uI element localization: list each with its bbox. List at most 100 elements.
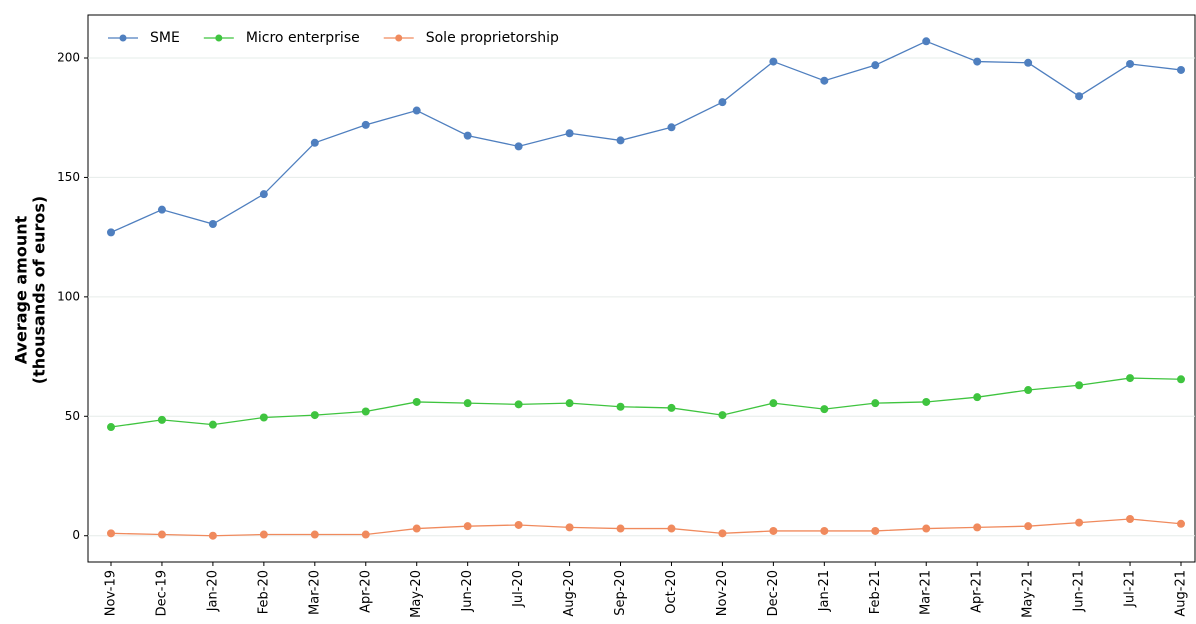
data-point [1024,522,1033,531]
x-tick-label: Dec-20 [766,570,781,616]
data-point [616,402,625,411]
legend-marker [215,34,223,42]
data-point [1126,374,1135,383]
data-point [310,411,319,420]
data-point [361,407,370,416]
legend-marker [395,34,403,42]
data-point [973,57,982,66]
data-point [157,530,166,539]
legend-label: Micro enterprise [246,30,360,46]
data-point [1075,518,1084,527]
x-tick-label: Apr-21 [970,570,985,613]
series-line [110,377,1182,428]
y-tick-label: 100 [57,289,80,303]
y-tick-label: 50 [65,409,80,423]
x-tick-label: Sep-20 [613,570,628,616]
data-point [769,57,778,66]
data-point [820,526,829,535]
data-point [871,526,880,535]
data-point [667,524,676,533]
x-tick-label: Jul-20 [511,570,526,608]
x-tick-label: Feb-21 [868,570,883,614]
data-point [616,136,625,145]
x-tick-label: Mar-21 [919,570,934,615]
y-axis-label-line: Average amount [12,215,31,364]
data-point [310,138,319,147]
data-point [107,423,115,432]
data-point [1075,92,1084,101]
data-point [463,131,472,140]
data-point [1024,58,1033,67]
legend-label: SME [150,30,180,46]
data-point [514,400,523,409]
y-axis-label-line: (thousands of euros) [30,196,49,384]
x-tick-label: Nov-19 [104,570,119,616]
data-point [718,98,727,107]
x-tick-label: Jun-20 [460,570,475,613]
data-point [463,522,472,531]
data-point [361,530,370,539]
x-tick-label: Apr-20 [358,570,373,613]
data-point [514,520,523,529]
y-axis-label: Average amount (thousands of euros) [12,196,49,384]
data-point [871,399,880,408]
data-point [310,530,319,539]
y-tick-label: 200 [57,50,80,64]
legend-label: Sole proprietorship [426,30,559,46]
x-tick-label: Mar-20 [307,570,322,615]
data-point [769,526,778,535]
x-tick-label: Oct-20 [664,570,679,614]
data-point [157,205,166,214]
x-tick-label: Jan-20 [205,570,220,612]
x-tick-label: Jun-21 [1072,570,1087,613]
series-line [110,40,1182,233]
data-point [565,523,574,532]
legend-marker [119,34,127,42]
data-point [820,405,829,414]
data-point [259,530,268,539]
data-point [107,228,115,237]
data-point [514,142,523,151]
data-point [973,523,982,532]
data-point [208,220,217,229]
data-point [871,61,880,70]
data-point [1024,386,1033,395]
data-point [769,399,778,408]
x-tick-label: Aug-21 [1174,570,1189,617]
data-point [412,106,421,115]
data-point [107,529,115,538]
x-tick-label: Feb-20 [256,570,271,614]
y-tick-label: 0 [72,528,80,542]
x-tick-label: Nov-20 [715,570,730,616]
data-point [361,120,370,129]
data-point [208,531,217,540]
data-point [1126,515,1135,524]
data-point [718,411,727,420]
data-point [208,420,217,429]
data-point [667,403,676,412]
plot-frame [87,14,1196,563]
data-point [259,190,268,199]
x-tick-label: Jan-21 [817,570,832,612]
data-point [1126,59,1135,68]
data-point [565,399,574,408]
data-point [463,399,472,408]
data-point [1075,381,1084,390]
data-point [157,415,166,424]
data-point [820,76,829,85]
data-point [718,529,727,538]
data-point [565,129,574,138]
data-point [973,393,982,402]
data-point [1177,375,1185,384]
data-point [412,524,421,533]
x-tick-label: Aug-20 [562,570,577,617]
series-line [110,518,1182,537]
data-point [922,37,931,46]
x-tick-label: May-21 [1021,570,1036,618]
data-point [412,397,421,406]
y-tick-label: 150 [57,170,80,184]
x-tick-label: May-20 [409,570,424,618]
data-point [1177,519,1185,528]
data-point [616,524,625,533]
